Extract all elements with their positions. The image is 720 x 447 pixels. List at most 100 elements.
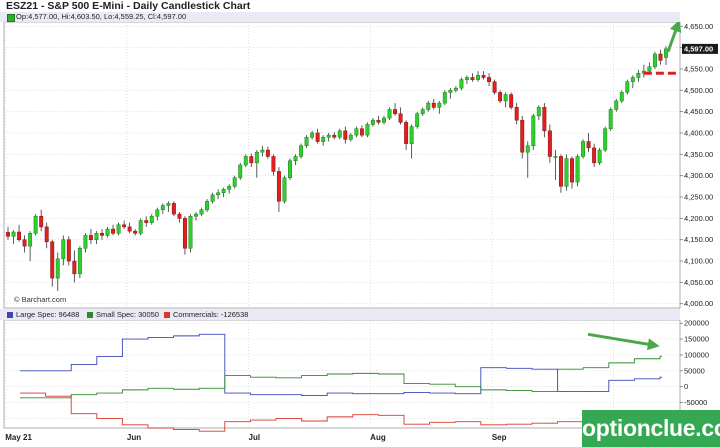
candle-down [558, 156, 563, 187]
candle-down [570, 158, 574, 183]
candle-up [254, 151, 259, 164]
candle-up [83, 235, 88, 249]
candle-down [44, 226, 49, 243]
small-spec-trend-arrow [587, 332, 660, 351]
price-tick-label: 4,450.00 [684, 107, 713, 116]
candle-up [608, 109, 613, 129]
candle-up [28, 233, 33, 247]
candle-up [77, 247, 82, 275]
candle-up [337, 130, 342, 138]
candle-up [426, 102, 431, 110]
candle-up [166, 203, 171, 206]
candle-up [525, 145, 530, 153]
candle-down [376, 119, 381, 123]
candle-up [387, 109, 392, 119]
candle-up [636, 72, 641, 78]
candle-up [575, 156, 580, 183]
price-tick-label: 4,500.00 [684, 86, 713, 95]
candle-down [498, 92, 503, 102]
candle-up [304, 137, 309, 147]
candle-up [553, 156, 558, 158]
candle-up [310, 132, 315, 138]
candle-down [514, 107, 519, 121]
month-label: Sep [492, 433, 507, 442]
candle-down [431, 102, 436, 108]
candle-down [359, 128, 364, 136]
ohlc-readout: Op:4,577.00, Hi:4,603.50, Lo:4,559.25, C… [16, 12, 187, 21]
candle-up [448, 90, 453, 93]
candle-up [564, 158, 569, 187]
price-tick-label: 4,100.00 [684, 257, 713, 266]
candle-down [276, 171, 281, 202]
candle-down [182, 218, 187, 249]
candle-up [630, 77, 635, 83]
price-tick-label: 4,200.00 [684, 214, 713, 223]
price-tick-label: 4,000.00 [684, 299, 713, 308]
candle-down [404, 122, 409, 144]
candle-down [177, 213, 182, 219]
candle-down [39, 215, 44, 228]
commercials-swatch [164, 312, 170, 318]
candle-up [531, 115, 536, 147]
candle-up [415, 113, 420, 127]
price-tick-label: 4,350.00 [684, 150, 713, 159]
candle-down [315, 132, 320, 142]
candle-up [149, 215, 154, 223]
candle-down [17, 231, 22, 240]
price-tick-label: 4,400.00 [684, 128, 713, 137]
barchart-watermark: © Barchart.com [14, 295, 67, 304]
small-spec-swatch [87, 312, 93, 318]
month-label: May 21 [5, 433, 32, 442]
candle-down [22, 239, 27, 247]
uptrend-arrow [666, 19, 682, 53]
candle-down [332, 134, 337, 138]
ohlc-bar [0, 12, 680, 22]
candle-up [288, 160, 292, 179]
legend-large-spec: Large Spec: 96488 [16, 310, 80, 319]
candle-down [481, 75, 486, 78]
candle-up [293, 156, 298, 161]
candle-down [492, 81, 497, 93]
candle-up [453, 87, 458, 91]
symbol-color-swatch [7, 14, 15, 22]
cot-series-line [20, 333, 662, 397]
candle-down [520, 119, 525, 153]
candle-up [647, 66, 652, 72]
candle-up [188, 215, 193, 249]
candle-up [61, 239, 66, 260]
candle-down [100, 233, 104, 236]
candle-up [238, 164, 243, 179]
candle-down [111, 228, 116, 234]
cot-legend-bar [0, 309, 680, 320]
candle-up [199, 209, 204, 215]
candle-up [55, 258, 60, 279]
candle-down [470, 77, 475, 80]
candle-up [282, 177, 287, 202]
month-label: Aug [370, 433, 386, 442]
candle-down [249, 156, 254, 164]
cot-tick-label: 0 [684, 382, 688, 391]
candle-up [664, 48, 668, 58]
candle-up [409, 126, 414, 144]
brand-banner[interactable]: optionclue.com [582, 410, 720, 447]
month-label: Jul [249, 433, 261, 442]
legend-small-spec: Small Spec: 30050 [96, 310, 159, 319]
cot-tick-label: 200000 [684, 319, 709, 328]
price-tick-label: 4,550.00 [684, 64, 713, 73]
candle-up [155, 209, 160, 217]
cot-tick-label: 150000 [684, 335, 709, 344]
candle-down [487, 77, 492, 83]
large-spec-swatch [7, 312, 13, 318]
candle-up [105, 228, 110, 236]
candle-down [144, 220, 149, 223]
candle-up [260, 149, 265, 153]
price-tick-label: 4,150.00 [684, 235, 713, 244]
candle-up [603, 128, 608, 151]
chart-title: ESZ21 - S&P 500 E-Mini - Daily Candlesti… [6, 0, 251, 12]
candle-up [370, 119, 375, 125]
candle-down [547, 130, 552, 157]
candle-up [420, 109, 425, 115]
legend-commercials: Commercials: -126538 [173, 310, 249, 319]
